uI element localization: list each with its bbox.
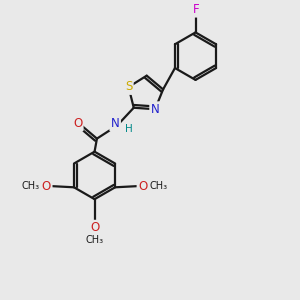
Text: F: F (193, 3, 200, 16)
Text: S: S (125, 80, 132, 94)
Text: N: N (151, 103, 159, 116)
Text: O: O (42, 180, 51, 193)
Text: O: O (73, 117, 82, 130)
Text: N: N (111, 117, 119, 130)
Text: CH₃: CH₃ (85, 235, 103, 244)
Text: O: O (90, 221, 99, 234)
Text: CH₃: CH₃ (21, 181, 40, 191)
Text: H: H (125, 124, 133, 134)
Text: CH₃: CH₃ (150, 181, 168, 191)
Text: O: O (138, 180, 147, 193)
